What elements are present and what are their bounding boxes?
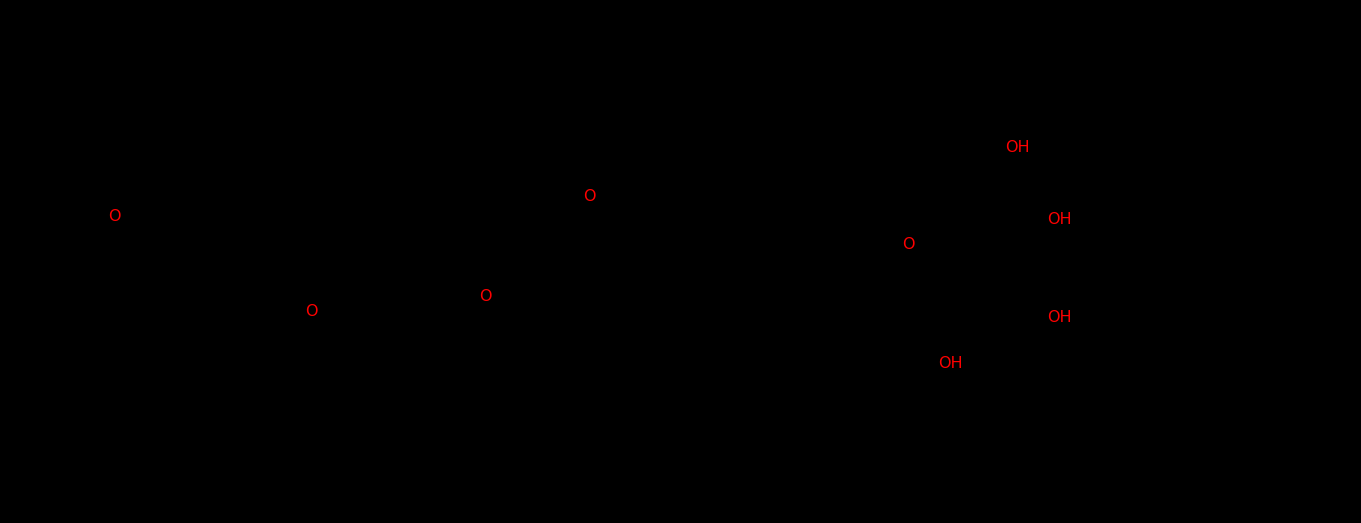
Text: O: O [902,236,915,252]
Text: O: O [109,209,121,224]
Text: OH: OH [1047,310,1071,324]
Text: O: O [479,289,491,304]
Text: O: O [306,303,318,319]
Text: OH: OH [1006,140,1030,154]
Text: OH: OH [1047,211,1071,226]
Text: O: O [583,189,595,204]
Text: OH: OH [938,357,962,371]
